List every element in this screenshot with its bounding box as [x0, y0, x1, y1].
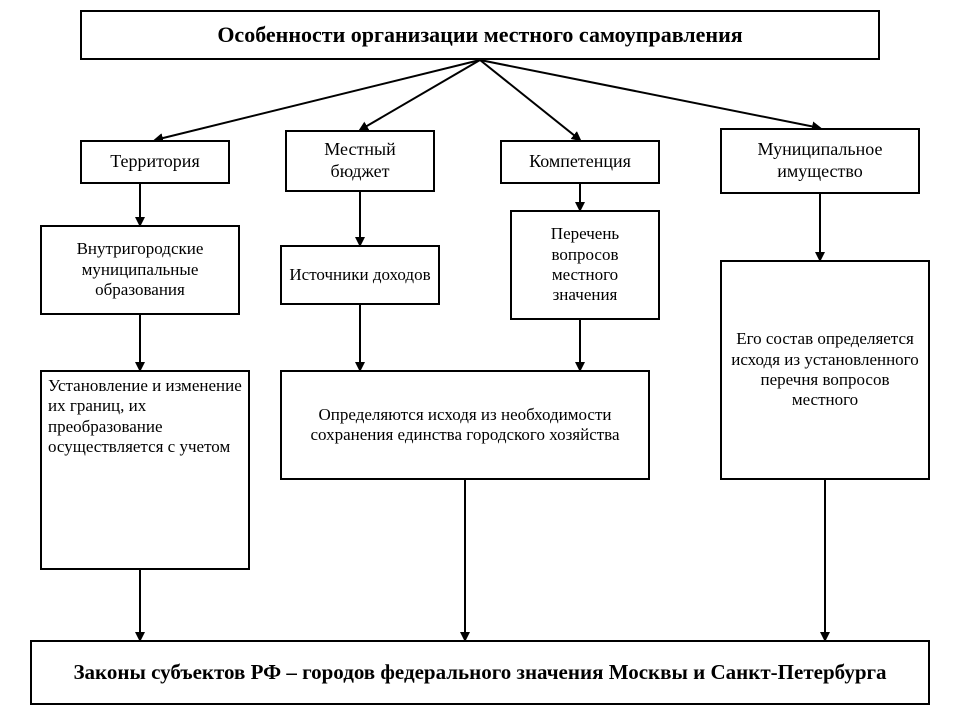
node-m1-label: Установление и изменение их границ, их п… — [48, 376, 242, 458]
node-l3: Перечень вопросов местного значения — [510, 210, 660, 320]
node-l2-label: Источники доходов — [289, 265, 430, 285]
edge-2 — [480, 60, 580, 140]
node-root: Особенности организации местного самоупр… — [80, 10, 880, 60]
node-c4: Муниципальное имущество — [720, 128, 920, 194]
node-l2: Источники доходов — [280, 245, 440, 305]
node-root-label: Особенности организации местного самоупр… — [217, 22, 742, 48]
node-l1: Внутригородские муниципальные образовани… — [40, 225, 240, 315]
node-bottom: Законы субъектов РФ – городов федерально… — [30, 640, 930, 705]
diagram-canvas: Особенности организации местного самоупр… — [0, 0, 960, 720]
node-c1: Территория — [80, 140, 230, 184]
edge-0 — [155, 60, 480, 140]
node-c3-label: Компетенция — [529, 151, 631, 173]
edge-1 — [360, 60, 480, 130]
node-m2: Определяются исходя из необходимости сох… — [280, 370, 650, 480]
node-bottom-label: Законы субъектов РФ – городов федерально… — [73, 660, 886, 685]
node-c3: Компетенция — [500, 140, 660, 184]
node-c1-label: Территория — [110, 151, 199, 173]
node-c2: Местный бюджет — [285, 130, 435, 192]
node-l3-label: Перечень вопросов местного значения — [518, 224, 652, 306]
node-l1-label: Внутригородские муниципальные образовани… — [48, 239, 232, 300]
node-r4: Его состав определяется исходя из устано… — [720, 260, 930, 480]
node-c2-label: Местный бюджет — [293, 139, 427, 182]
node-r4-label: Его состав определяется исходя из устано… — [728, 329, 922, 411]
node-m2-label: Определяются исходя из необходимости сох… — [288, 405, 642, 446]
node-c4-label: Муниципальное имущество — [728, 139, 912, 182]
edge-3 — [480, 60, 820, 128]
node-m1: Установление и изменение их границ, их п… — [40, 370, 250, 570]
